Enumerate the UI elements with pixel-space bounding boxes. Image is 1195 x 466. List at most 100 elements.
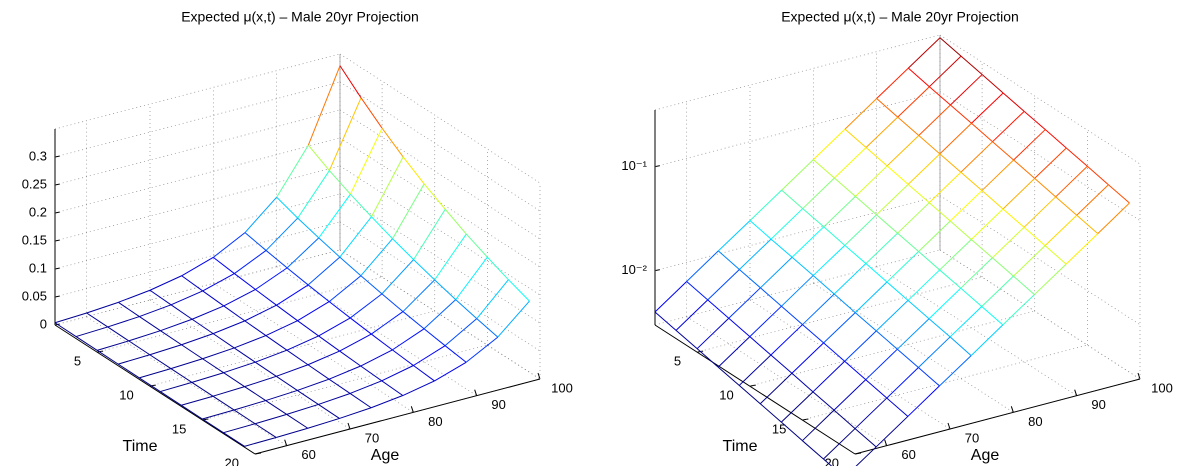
x-tick: [347, 422, 351, 430]
mesh-segment: [738, 385, 761, 405]
mesh-segment: [234, 335, 267, 349]
mesh-segment: [791, 226, 825, 258]
mesh-segment: [770, 208, 804, 240]
x-tick: [884, 439, 888, 446]
mesh-segment: [928, 171, 962, 204]
mesh-segment: [307, 284, 330, 302]
mesh-segment: [223, 305, 246, 322]
mesh-segment: [939, 122, 972, 155]
mesh-segment: [213, 232, 246, 258]
mesh-segment: [686, 281, 709, 301]
mesh-segment: [875, 416, 909, 448]
grid-line: [749, 299, 951, 430]
mesh-segment: [360, 275, 383, 295]
grid-line: [749, 310, 1035, 387]
mesh-segment: [855, 165, 888, 197]
mesh-segment: [1065, 147, 1088, 167]
mesh-segment: [802, 324, 824, 344]
mesh-segment: [918, 104, 951, 136]
mesh-segment: [802, 440, 824, 460]
mesh-segment: [149, 344, 182, 356]
mesh-segment: [886, 165, 909, 185]
mesh-segment: [770, 324, 803, 356]
mesh-segment: [213, 256, 235, 274]
mesh-segment: [444, 345, 467, 363]
x-tick-label: 100: [551, 380, 573, 395]
mesh-segment: [118, 289, 151, 303]
mesh-segment: [780, 421, 803, 442]
mesh-segment: [191, 305, 224, 320]
mesh-segment: [54, 322, 77, 337]
mesh-segment: [286, 413, 309, 429]
mesh-segment: [897, 318, 930, 350]
mesh-segment: [138, 377, 161, 392]
mesh-segment: [118, 301, 140, 317]
mesh-segment: [149, 289, 172, 306]
mesh-segment: [139, 316, 161, 332]
mesh-segment: [191, 381, 214, 397]
mesh-segment: [918, 135, 941, 155]
mesh-segment: [328, 378, 351, 394]
mesh-segment: [770, 238, 793, 258]
y-tick: [802, 418, 809, 421]
mesh-segment: [476, 318, 499, 338]
mesh-segment: [254, 413, 287, 425]
x-tick: [410, 406, 414, 413]
mesh-segment: [939, 239, 972, 271]
mesh-segment: [1034, 263, 1067, 295]
mesh-segment: [413, 345, 446, 366]
mesh-segment: [444, 318, 478, 347]
mesh-segment: [128, 330, 161, 342]
mesh-segment: [1034, 177, 1057, 198]
mesh-segment: [876, 67, 909, 99]
mesh-segment: [254, 361, 277, 377]
mesh-segment: [770, 354, 793, 374]
mesh-segment: [950, 104, 972, 124]
x-axis: [254, 378, 541, 455]
mesh-segment: [897, 232, 919, 252]
mesh-segment: [960, 257, 993, 289]
mesh-segment: [823, 342, 845, 362]
x-tick-label: 80: [1028, 414, 1042, 429]
x-tick: [474, 389, 478, 396]
mesh-segment: [297, 301, 330, 322]
mesh-segment: [1002, 294, 1035, 326]
mesh-segment: [202, 347, 235, 360]
mesh-segment: [781, 189, 804, 209]
x-tick-label: 80: [428, 414, 442, 429]
mesh-segment: [981, 159, 1014, 191]
mesh-segment: [223, 361, 256, 374]
mesh-segment: [886, 397, 909, 417]
mesh-segment: [1013, 129, 1046, 161]
mesh-segment: [1065, 233, 1099, 265]
grid-line: [54, 221, 341, 298]
z-tick-label: 0.3: [29, 148, 47, 163]
mesh-segment: [728, 287, 761, 319]
grid-line: [54, 109, 341, 186]
grid-line: [149, 310, 435, 387]
mesh-segment: [307, 417, 340, 429]
mesh-segment: [117, 363, 140, 379]
mesh-segment: [286, 267, 309, 286]
mesh-segment: [265, 389, 298, 402]
mesh-segment: [918, 251, 940, 271]
mesh-segment: [971, 122, 993, 143]
mesh-segment: [402, 380, 435, 396]
mesh-segment: [392, 328, 425, 351]
mesh-segment: [223, 423, 256, 434]
mesh-segment: [854, 428, 877, 448]
grid-line: [339, 193, 541, 324]
mesh-segment: [802, 409, 835, 442]
mesh-segment: [265, 335, 288, 351]
x-tick-label: 70: [365, 430, 379, 445]
mesh-segment: [844, 128, 867, 148]
mesh-segment: [465, 336, 499, 363]
mesh-segment: [444, 208, 467, 235]
mesh-segment: [812, 391, 835, 411]
mesh-segment: [360, 97, 383, 129]
mesh-segment: [381, 293, 404, 312]
mesh-segment: [297, 320, 319, 337]
y-axis-label: Time: [723, 438, 758, 455]
mesh-segment: [865, 348, 898, 381]
mesh-segment: [823, 458, 833, 466]
